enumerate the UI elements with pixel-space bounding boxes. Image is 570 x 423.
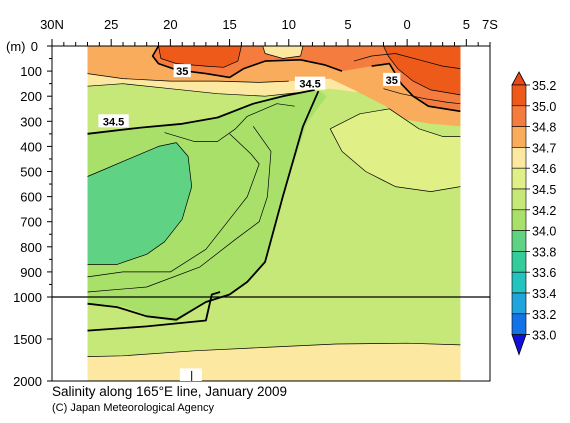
colorbar-swatch <box>511 209 527 231</box>
colorbar-label: 33.8 <box>532 245 556 259</box>
y-tick-label: 0 <box>31 39 38 54</box>
contour-label-bg <box>98 114 129 128</box>
region-salinity-35.2-north <box>158 46 242 68</box>
x-tick-label: 5 <box>344 17 351 32</box>
contour-label-bg <box>294 76 326 90</box>
contour-line-minor-7 <box>87 73 289 83</box>
colorbar-label: 33.6 <box>532 266 556 280</box>
contour-line-34-5-1 <box>87 90 320 321</box>
contour-line-minor-12 <box>87 126 272 293</box>
colorbar-swatch <box>511 105 527 127</box>
contour-lines <box>87 45 461 357</box>
contour-label-3: 34.5 <box>103 116 124 128</box>
contour-line-minor-14 <box>330 108 461 137</box>
colorbar-swatch <box>511 230 527 252</box>
y-tick-label: 300 <box>20 114 42 129</box>
contour-line-minor-15 <box>329 128 461 192</box>
contour-line-minor-11 <box>87 133 260 278</box>
colorbar-label: 35.2 <box>532 79 556 93</box>
contour-line-34-5-0 <box>87 89 315 135</box>
y-tick-label: 1000 <box>13 290 42 305</box>
y-unit-label: (m) <box>6 39 26 54</box>
contour-labels: 35 34.5 35 34.5 <box>98 64 401 128</box>
contour-line-minor-5 <box>87 142 193 265</box>
colorbar-label: 33.2 <box>532 308 556 322</box>
colorbar-top-arrow <box>511 71 527 86</box>
contour-line-minor-6 <box>87 83 301 97</box>
credit-line: (C) Japan Meteorological Agency <box>52 402 215 414</box>
y-tick-label: 100 <box>20 64 42 79</box>
y-tick-label: 900 <box>20 265 42 280</box>
color-legend: 35.2 35.0 34.8 34.7 34.6 34.5 34.2 34.0 33.8 33.6… <box>511 71 556 356</box>
contour-label-bg <box>383 72 401 86</box>
contour-line-minor-18 <box>383 88 461 105</box>
region-fresher-than-34.0 <box>87 142 192 265</box>
contour-line-minor-8 <box>158 45 242 68</box>
region-salinity-34.6-east <box>330 108 461 192</box>
contour-line-minor-16 <box>262 45 304 59</box>
x-tick-label: 20 <box>163 17 177 32</box>
contour-label-1: 34.5 <box>299 79 320 91</box>
contour-label-bg <box>173 64 191 78</box>
frame-border <box>51 45 491 382</box>
colorbar-label: 35.0 <box>532 100 556 114</box>
chart-title: Salinity along 165°E line, January 2009 <box>52 384 288 399</box>
colorbar-label: 34.8 <box>532 121 556 135</box>
colorbar-swatch <box>511 167 527 190</box>
contour-line-minor-10 <box>164 103 295 142</box>
colorbar-label: 34.7 <box>532 141 556 155</box>
x-axis-latitude: 30N 7S 25 20 15 10 5 0 5 <box>40 17 498 46</box>
y-axis-depth: (m) 0 100 200 300 400 500 600 700 800 900 1000 1500 2… <box>6 39 52 389</box>
colorbar-label: 34.0 <box>532 225 556 239</box>
colorbar-label: 34.2 <box>532 204 556 218</box>
y-tick-label: 400 <box>20 139 42 154</box>
y-tick-label: 500 <box>20 165 42 180</box>
region-fresher-than-34.2 <box>87 89 327 323</box>
y-tick-label: 700 <box>20 215 42 230</box>
x-tick-label: 15 <box>222 17 236 32</box>
colorbar-label: 34.5 <box>532 183 556 197</box>
x-tick-label: 0 <box>404 17 411 32</box>
contour-line-minor-17 <box>353 53 461 69</box>
colorbar-bottom-arrow <box>511 334 527 356</box>
x-tick-label: 5 <box>463 17 470 32</box>
y-tick-label: 2000 <box>13 374 42 389</box>
colorbar-swatch <box>511 126 527 148</box>
colorbar-label: 33.4 <box>532 287 556 301</box>
region-salinity-35.2-south <box>383 46 461 95</box>
contour-line-34-5-2 <box>87 291 221 332</box>
colorbar-label: 33.0 <box>532 329 556 343</box>
colorbar-label: 34.6 <box>532 162 556 176</box>
contour-label-0: 35 <box>176 66 188 78</box>
contour-line-35-4 <box>371 62 461 113</box>
colorbar-swatch <box>511 313 527 335</box>
colorbar-swatch <box>511 188 527 211</box>
x-unit-left: 30N <box>40 17 64 32</box>
plot-frame <box>51 45 491 382</box>
x-unit-right: 7S <box>482 17 498 32</box>
x-tick-label: 25 <box>104 17 118 32</box>
x-tick-label: 10 <box>282 17 296 32</box>
colorbar-swatch <box>511 147 527 169</box>
colorbar-swatch <box>511 292 527 315</box>
bottom-marker <box>179 368 202 381</box>
y-tick-label: 800 <box>20 240 42 255</box>
colorbar-swatch <box>511 84 527 107</box>
y-tick-label: 1500 <box>13 332 42 347</box>
contour-line-minor-13 <box>87 342 461 357</box>
colorbar-swatch <box>511 251 527 273</box>
contour-label-2: 35 <box>386 75 398 87</box>
y-tick-label: 200 <box>20 89 42 104</box>
colorbar-swatch <box>511 271 527 294</box>
y-tick-label: 600 <box>20 190 42 205</box>
contour-line-35-3 <box>151 45 343 79</box>
